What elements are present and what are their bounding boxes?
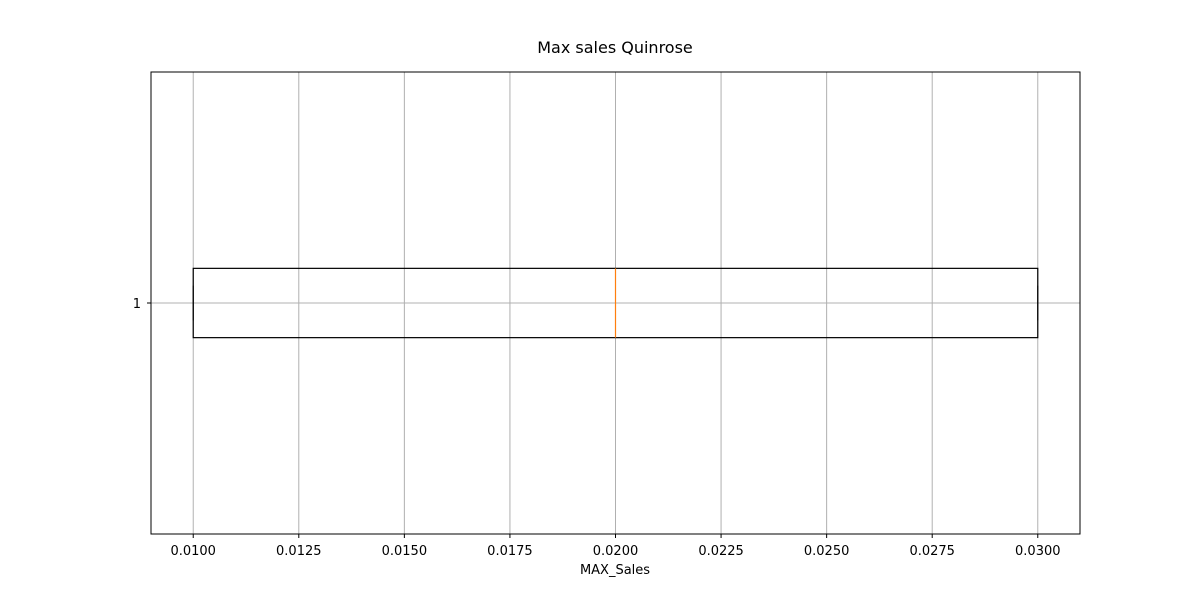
x-tick-label: 0.0150 xyxy=(382,544,428,559)
x-axis-label: MAX_Sales xyxy=(580,563,650,578)
x-tick-label: 0.0175 xyxy=(487,544,533,559)
x-tick-label: 0.0250 xyxy=(804,544,850,559)
y-axis-ticks: 1 xyxy=(133,297,151,312)
x-tick-label: 0.0275 xyxy=(909,544,955,559)
x-tick-label: 0.0125 xyxy=(276,544,322,559)
x-tick-label: 0.0200 xyxy=(593,544,639,559)
x-tick-label: 0.0225 xyxy=(698,544,744,559)
chart-title: Max sales Quinrose xyxy=(537,38,693,57)
x-axis-ticks: 0.0100 0.0125 0.0150 0.0175 0.0200 0.0225 0.02… xyxy=(170,534,1061,559)
y-tick-label: 1 xyxy=(133,297,141,312)
box-plot-boxes xyxy=(192,267,1039,339)
x-tick-label: 0.0300 xyxy=(1015,544,1061,559)
x-tick-label: 0.0100 xyxy=(170,544,216,559)
